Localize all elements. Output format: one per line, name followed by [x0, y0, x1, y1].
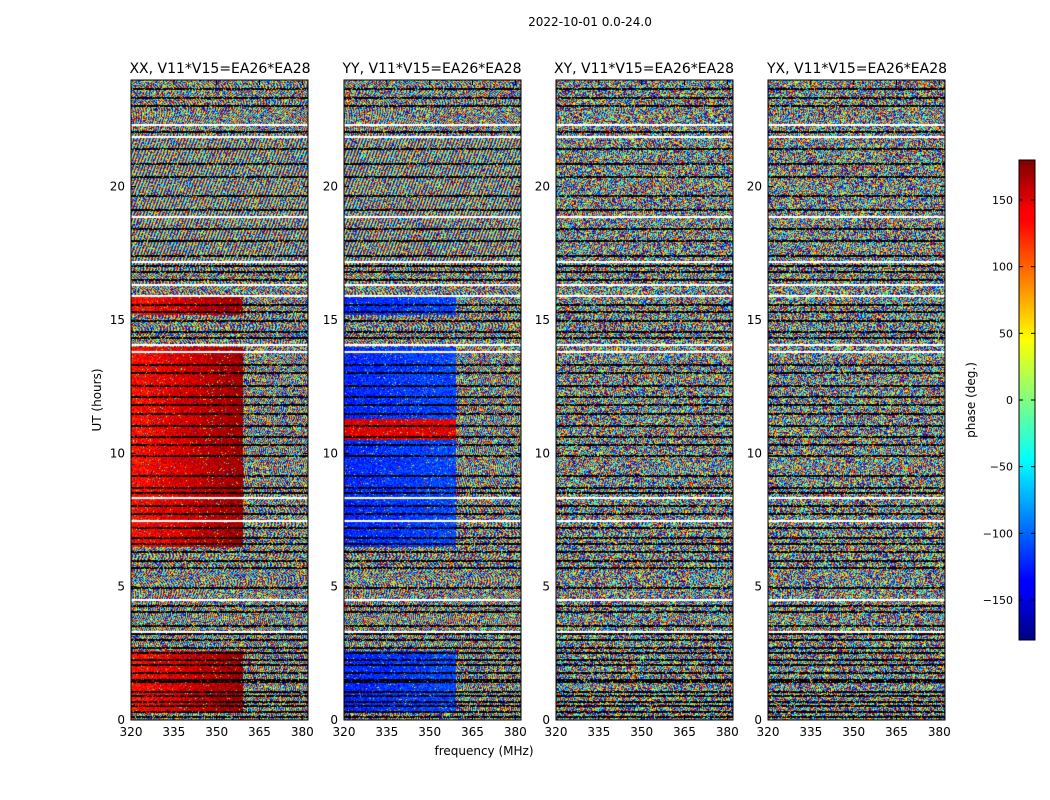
y-axis-label: UT (hours): [90, 368, 104, 431]
x-tick-label-3-320: 320: [757, 725, 780, 739]
x-tick-label-2-350: 350: [630, 725, 653, 739]
x-tick-label-0-335: 335: [162, 725, 185, 739]
x-tick-label-1-380: 380: [504, 725, 527, 739]
heatmap-xx: [131, 80, 308, 720]
colorbar-tick-label--150: −150: [983, 594, 1013, 607]
colorbar-tick-label-50: 50: [999, 327, 1013, 340]
colorbar-tick-label--50: −50: [990, 461, 1013, 474]
y-tick-label-2-15: 15: [535, 313, 550, 327]
x-tick-label-2-365: 365: [673, 725, 696, 739]
y-tick-label-2-20: 20: [535, 180, 550, 194]
x-tick-label-3-365: 365: [885, 725, 908, 739]
y-tick-label-0-10: 10: [110, 446, 125, 460]
heatmap-yy: [344, 80, 521, 720]
panel-xy: XY, V11*V15=EA26*EA28: [554, 61, 734, 721]
x-tick-label-0-350: 350: [205, 725, 228, 739]
y-tick-label-2-10: 10: [535, 446, 550, 460]
colorbar-tick-label-100: 100: [992, 261, 1013, 274]
x-tick-label-2-380: 380: [716, 725, 739, 739]
colorbar-tick-label-150: 150: [992, 194, 1013, 207]
colorbar-tick-label--100: −100: [983, 527, 1013, 540]
plot-frame-xx: [130, 79, 309, 721]
y-tick-label-1-0: 0: [330, 713, 338, 727]
plot-frame-yy: [343, 79, 522, 721]
y-tick-label-1-10: 10: [323, 446, 338, 460]
x-tick-label-1-365: 365: [461, 725, 484, 739]
panel-xx: XX, V11*V15=EA26*EA28: [129, 61, 311, 721]
x-tick-label-3-350: 350: [842, 725, 865, 739]
x-tick-label-2-320: 320: [545, 725, 568, 739]
figure-title: 2022-10-01 0.0-24.0: [528, 15, 652, 29]
plot-frame-xy: [555, 79, 734, 721]
panel-title-xy: XY, V11*V15=EA26*EA28: [554, 61, 734, 77]
colorbar: 150 100 50 0 −50 −100 −150 phase (deg.): [964, 159, 1036, 641]
colorbar-label: phase (deg.): [964, 362, 978, 438]
y-tick-label-1-5: 5: [330, 580, 338, 594]
x-tick-label-2-335: 335: [587, 725, 610, 739]
x-tick-label-1-350: 350: [418, 725, 441, 739]
plot-frame-yx: [767, 79, 946, 721]
panel-title-xx: XX, V11*V15=EA26*EA28: [129, 61, 310, 77]
y-tick-label-0-15: 15: [110, 313, 125, 327]
panel-title-yy: YY, V11*V15=EA26*EA28: [342, 61, 522, 77]
y-tick-label-0-5: 5: [117, 580, 125, 594]
panel-title-yx: YX, V11*V15=EA26*EA28: [766, 61, 947, 77]
axes-ticks: 320 335 350 365 380 0 5 10 15 20 320 335 350 365 380 0 5…: [110, 80, 951, 739]
y-tick-label-3-5: 5: [754, 580, 762, 594]
heatmap-xy: [556, 80, 733, 720]
y-tick-label-3-0: 0: [754, 713, 762, 727]
x-tick-label-1-335: 335: [375, 725, 398, 739]
x-axis-label: frequency (MHz): [434, 744, 533, 758]
x-tick-label-0-320: 320: [120, 725, 143, 739]
y-tick-label-1-15: 15: [323, 313, 338, 327]
y-tick-label-1-20: 20: [323, 180, 338, 194]
y-tick-label-0-20: 20: [110, 180, 125, 194]
y-tick-label-2-0: 0: [542, 713, 550, 727]
x-tick-label-0-365: 365: [248, 725, 271, 739]
x-tick-label-0-380: 380: [291, 725, 314, 739]
y-tick-label-2-5: 5: [542, 580, 550, 594]
panel-yx: YX, V11*V15=EA26*EA28: [766, 61, 947, 721]
x-tick-label-1-320: 320: [333, 725, 356, 739]
y-tick-label-3-20: 20: [747, 180, 762, 194]
y-tick-label-3-15: 15: [747, 313, 762, 327]
panel-yy: YY, V11*V15=EA26*EA28: [342, 61, 522, 721]
y-tick-label-3-10: 10: [747, 446, 762, 460]
x-tick-label-3-380: 380: [928, 725, 951, 739]
x-tick-label-3-335: 335: [799, 725, 822, 739]
y-tick-label-0-0: 0: [117, 713, 125, 727]
heatmap-yx: [768, 80, 945, 720]
colorbar-tick-label-0: 0: [1006, 394, 1013, 407]
